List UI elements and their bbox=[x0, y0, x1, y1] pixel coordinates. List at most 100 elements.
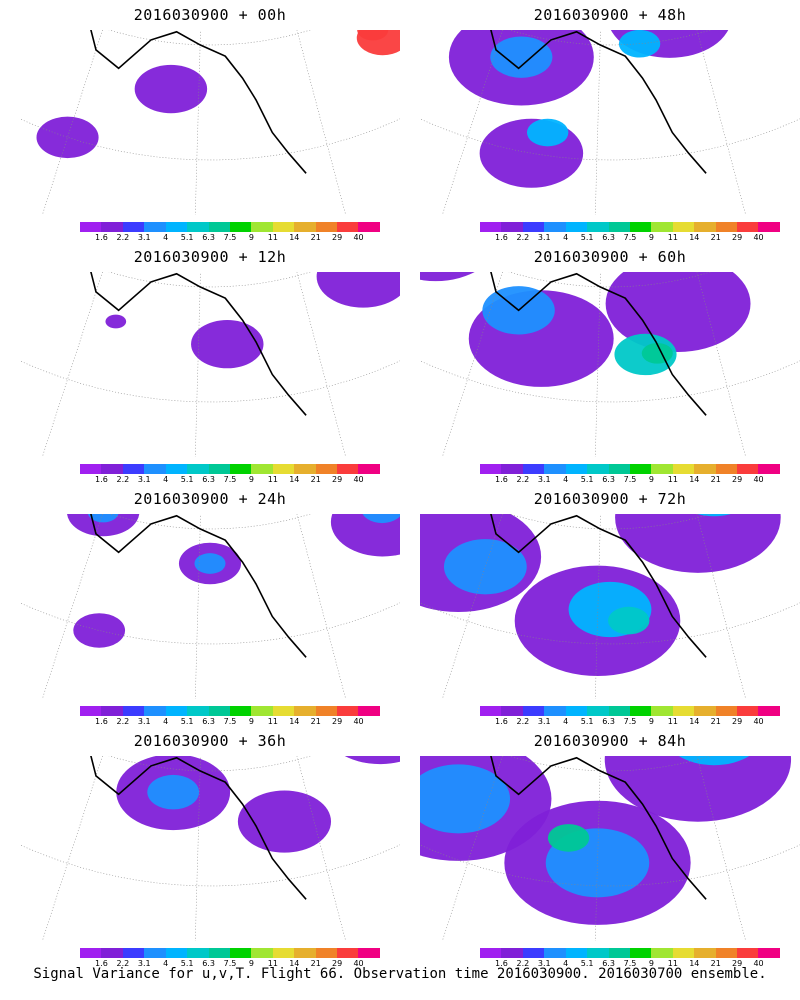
colorbar-swatch bbox=[251, 464, 273, 474]
coast-path bbox=[490, 30, 707, 174]
colorbar-swatch bbox=[565, 464, 588, 474]
colorbar-tick-label: 29 bbox=[732, 233, 743, 242]
variance-field bbox=[420, 756, 792, 925]
colorbar-swatch bbox=[694, 948, 716, 958]
colorbar-tick-label: 5.1 bbox=[580, 717, 594, 726]
variance-blob bbox=[194, 553, 226, 574]
colorbar-swatch bbox=[608, 464, 630, 474]
colorbar-swatch bbox=[229, 706, 252, 716]
colorbar-swatch bbox=[165, 948, 188, 958]
colorbar-swatch bbox=[544, 948, 566, 958]
colorbar-swatch bbox=[144, 464, 166, 474]
colorbar-swatch bbox=[251, 948, 273, 958]
colorbar-tick-label: 29 bbox=[332, 959, 343, 968]
colorbar-tick-label: 3.1 bbox=[137, 717, 151, 726]
panel-36h: 2016030900 + 36h 1.6 2.2 3.1 4 5.1 6.3 7.5 9 11 1… bbox=[20, 726, 400, 968]
variance-field bbox=[420, 514, 781, 677]
colorbar-tick-label: 14 bbox=[289, 233, 300, 242]
colorbar-tick-label: 4 bbox=[563, 475, 569, 484]
meridian-line bbox=[696, 272, 747, 457]
colorbar-swatch bbox=[587, 948, 609, 958]
colorbar-swatch bbox=[358, 948, 380, 958]
variance-field bbox=[448, 30, 729, 188]
colorbar-tick-label: 21 bbox=[710, 959, 721, 968]
meridian-line bbox=[594, 30, 601, 215]
colorbar-swatch bbox=[480, 464, 502, 474]
colorbar-swatch bbox=[565, 222, 588, 232]
colorbar-tick-label: 21 bbox=[710, 475, 721, 484]
colorbar-swatch bbox=[101, 948, 123, 958]
meridian-line bbox=[41, 272, 103, 457]
coastline bbox=[490, 514, 707, 658]
colorbar-swatch bbox=[480, 706, 502, 716]
variance-blob bbox=[87, 514, 119, 523]
colorbar-tick-label: 3.1 bbox=[537, 475, 551, 484]
meridian-line bbox=[246, 30, 400, 215]
colorbar-tick-label: 11 bbox=[667, 233, 678, 242]
colorbar-swatch bbox=[80, 222, 102, 232]
colorbar-tick-label: 4 bbox=[163, 475, 169, 484]
colorbar-swatch bbox=[672, 706, 695, 716]
colorbar-tick-label: 29 bbox=[332, 717, 343, 726]
colorbar-tick-label: 21 bbox=[310, 959, 321, 968]
colorbar-tick-label: 6.3 bbox=[602, 233, 615, 242]
colorbar-swatch bbox=[208, 464, 230, 474]
colorbar-tick-label: 29 bbox=[732, 959, 743, 968]
colorbar-tick-label: 1.6 bbox=[95, 717, 108, 726]
colorbar-tick-label: 3.1 bbox=[137, 475, 151, 484]
meridian-line bbox=[20, 272, 157, 334]
colorbar-tick-label: 11 bbox=[667, 717, 678, 726]
colorbar-swatch bbox=[337, 948, 359, 958]
colorbar-tick-label: 29 bbox=[332, 475, 343, 484]
colorbar-swatch bbox=[80, 464, 102, 474]
colorbar-tick-label: 21 bbox=[710, 233, 721, 242]
colorbar-swatch bbox=[229, 222, 252, 232]
colorbar-tick-label: 9 bbox=[248, 959, 254, 968]
panel-title: 2016030900 + 24h bbox=[133, 490, 287, 508]
panel-00h: 2016030900 + 00h 1.6 2.2 3.1 4 5.1 6.3 7.5 9 11 1… bbox=[20, 0, 400, 242]
colorbar-swatch bbox=[272, 948, 295, 958]
variance-blob bbox=[490, 36, 553, 78]
colorbar-swatch bbox=[715, 222, 738, 232]
colorbar-tick-label: 11 bbox=[267, 717, 278, 726]
colorbar-tick-label: 4 bbox=[563, 233, 569, 242]
variance-blob bbox=[344, 756, 400, 765]
colorbar: 1.6 2.2 3.1 4 5.1 6.3 7.5 9 11 14 21 29 40 bbox=[80, 706, 380, 730]
colorbar-tick-label: 7.5 bbox=[223, 233, 237, 242]
colorbar-swatch bbox=[80, 706, 102, 716]
panel-24h: 2016030900 + 24h 1.6 2.2 3.1 4 5.1 6.3 7.5 9 11 1… bbox=[20, 484, 400, 726]
colorbar: 1.6 2.2 3.1 4 5.1 6.3 7.5 9 11 14 21 29 40 bbox=[80, 948, 380, 972]
colorbar-swatch bbox=[101, 222, 123, 232]
colorbar-tick-label: 21 bbox=[310, 475, 321, 484]
variance-blob bbox=[36, 116, 99, 159]
variance-blob bbox=[526, 118, 569, 147]
colorbar-tick-label: 4 bbox=[163, 717, 169, 726]
variance-blob bbox=[105, 314, 127, 329]
colorbar-tick-label: 3.1 bbox=[137, 233, 151, 242]
colorbar-swatch bbox=[122, 222, 145, 232]
map bbox=[20, 30, 400, 215]
colorbar-swatch bbox=[522, 222, 545, 232]
colorbar-swatch bbox=[758, 464, 780, 474]
colorbar-swatch bbox=[587, 706, 609, 716]
colorbar-swatch bbox=[187, 464, 209, 474]
colorbar-tick-label: 11 bbox=[267, 233, 278, 242]
colorbar-tick-label: 2.2 bbox=[516, 717, 530, 726]
panel-title: 2016030900 + 84h bbox=[533, 732, 687, 750]
colorbar-swatch bbox=[165, 222, 188, 232]
colorbar-tick-label: 6.3 bbox=[602, 959, 615, 968]
colorbar-swatch bbox=[737, 464, 759, 474]
colorbar-tick-label: 14 bbox=[689, 959, 700, 968]
colorbar-tick-label: 9 bbox=[648, 959, 654, 968]
variance-blob bbox=[134, 64, 208, 114]
variance-blob bbox=[604, 756, 792, 822]
colorbar-swatch bbox=[101, 706, 123, 716]
panel-title: 2016030900 + 60h bbox=[533, 248, 687, 266]
colorbar-swatch bbox=[122, 948, 145, 958]
colorbar: 1.6 2.2 3.1 4 5.1 6.3 7.5 9 11 14 21 29 40 bbox=[480, 948, 780, 972]
colorbar-swatch bbox=[337, 222, 359, 232]
colorbar-swatch bbox=[501, 706, 523, 716]
colorbar-swatch bbox=[187, 222, 209, 232]
panel-title: 2016030900 + 12h bbox=[133, 248, 287, 266]
colorbar-tick-label: 7.5 bbox=[223, 959, 237, 968]
